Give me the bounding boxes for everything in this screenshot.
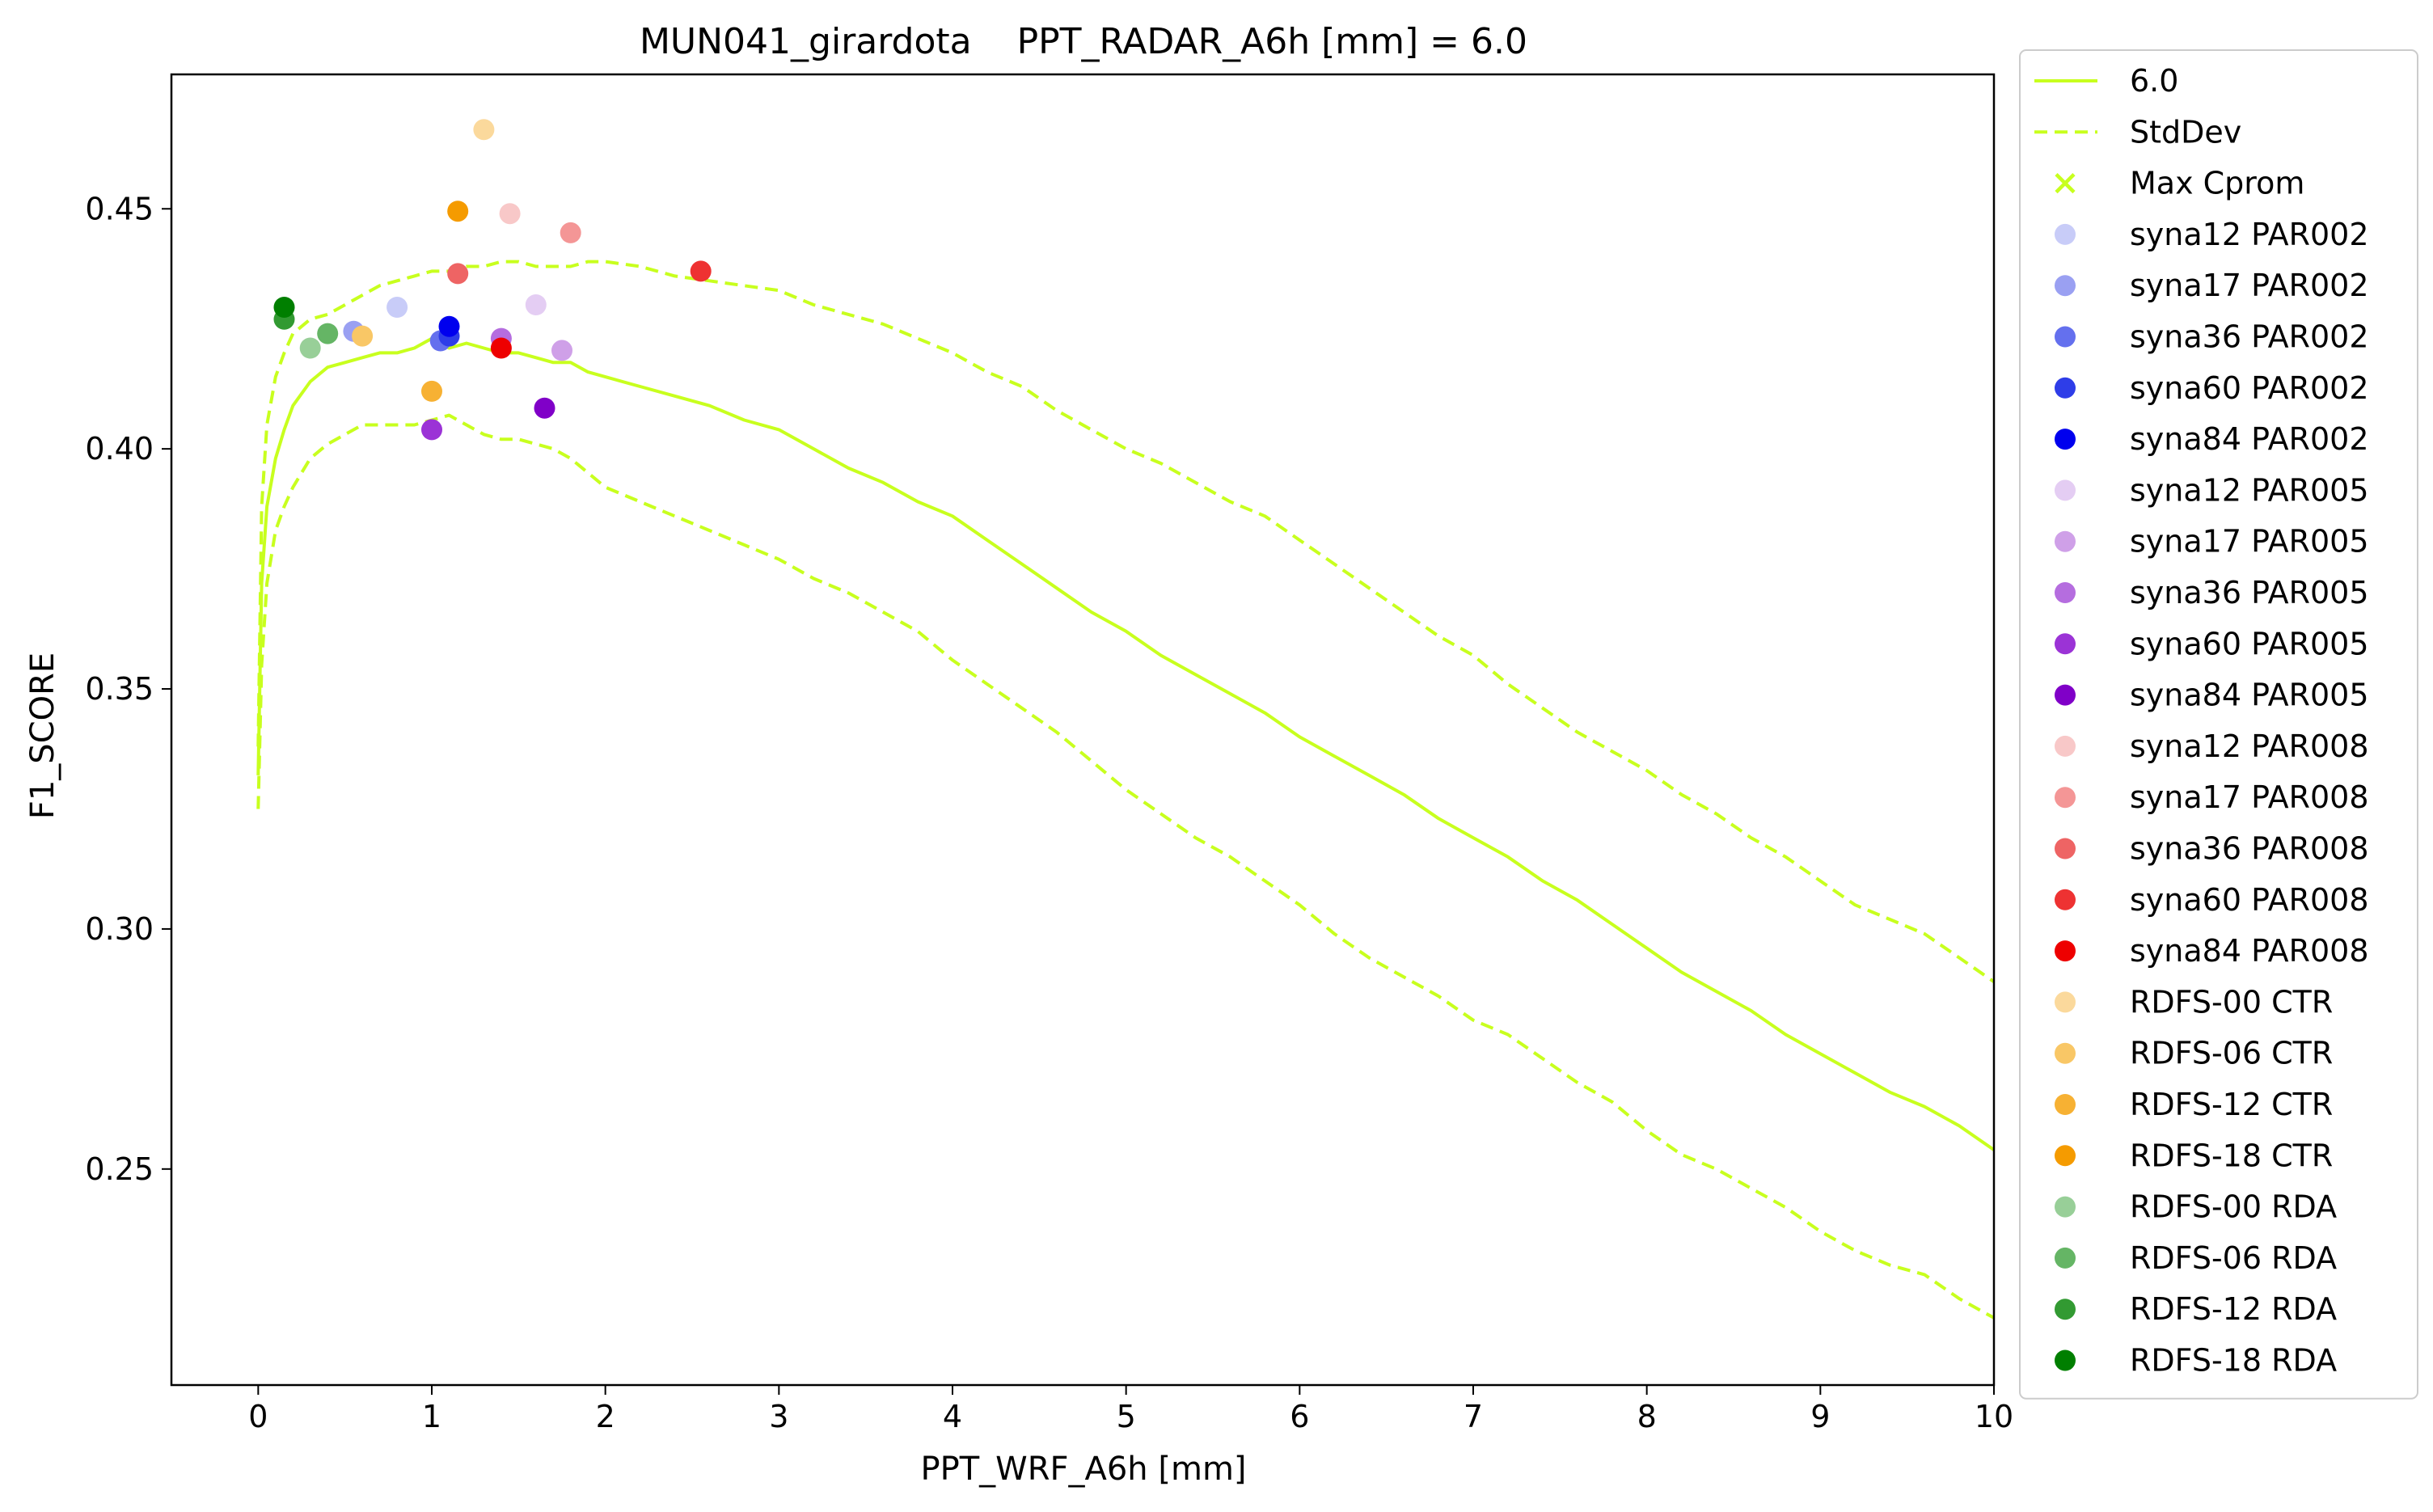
legend-entry-19-marker	[2055, 991, 2076, 1013]
legend-entry-12-marker	[2055, 633, 2076, 655]
legend-entry-15-label: syna17 PAR008	[2130, 779, 2369, 815]
scatter-point-16	[473, 119, 495, 141]
chart-title: MUN041_girardota PPT_RADAR_A6h [mm] = 6.…	[640, 21, 1527, 62]
legend-entry-23-label: RDFS-00 RDA	[2130, 1189, 2337, 1225]
legend-entry-20-marker	[2055, 1042, 2076, 1064]
legend-entry-17-label: syna60 PAR008	[2130, 882, 2369, 918]
scatter-point-11	[499, 203, 521, 225]
legend-entry-7-label: syna60 PAR002	[2130, 370, 2369, 406]
scatter-point-10	[534, 397, 555, 419]
x-tick-label: 6	[1290, 1399, 1309, 1434]
scatter-point-6	[525, 294, 547, 315]
scatter-point-13	[447, 263, 469, 285]
legend-entry-25-marker	[2055, 1299, 2076, 1320]
legend-entry-4-label: syna12 PAR002	[2130, 217, 2369, 252]
x-tick-label: 4	[943, 1399, 962, 1434]
y-tick-label: 0.40	[85, 431, 154, 467]
legend-entry-2-label: StdDev	[2130, 114, 2241, 150]
y-tick-label: 0.25	[85, 1151, 154, 1187]
scatter-point-14	[690, 260, 712, 282]
scatter-point-15	[490, 337, 512, 359]
x-tick-label: 8	[1637, 1399, 1657, 1434]
legend-entry-11-marker	[2055, 582, 2076, 603]
series-line-3	[256, 413, 1995, 1320]
series-line-1	[256, 336, 1996, 1151]
legend-entry-3-marker	[2055, 173, 2076, 194]
legend-entry-5-label: syna17 PAR002	[2130, 268, 2369, 303]
legend-entry-17-marker	[2055, 889, 2076, 910]
series-line-2	[256, 260, 1996, 983]
legend-entry-23-marker	[2055, 1196, 2076, 1218]
legend-entry-15-marker	[2055, 787, 2076, 809]
plot-area: 0 1 2 3 4 5 6 7 8 9 10 0.25 0.30 0.35 0.40 0.45	[85, 73, 2013, 1434]
x-tick-label: 9	[1810, 1399, 1830, 1434]
legend-entry-19-label: RDFS-00 CTR	[2130, 984, 2333, 1020]
legend-entry-12-label: syna60 PAR005	[2130, 626, 2369, 661]
legend-entry-22-marker	[2055, 1145, 2076, 1167]
x-tick-label: 1	[422, 1399, 441, 1434]
y-tick-label: 0.45	[85, 191, 154, 226]
x-tick-label: 2	[596, 1399, 615, 1434]
legend-entry-18-label: syna84 PAR008	[2130, 933, 2369, 969]
scatter-point-19	[447, 201, 469, 222]
legend-entry-5-marker	[2055, 275, 2076, 297]
legend-entry-10-marker	[2055, 530, 2076, 552]
y-axis-label: F1_SCORE	[24, 653, 61, 819]
legend-entry-22-label: RDFS-18 CTR	[2130, 1138, 2333, 1173]
legend-entry-21-marker	[2055, 1094, 2076, 1115]
scatter-point-18	[421, 380, 442, 402]
legend-entry-1-label: 6.0	[2130, 63, 2178, 99]
scatter-point-20	[299, 337, 321, 359]
scatter-point-21	[317, 323, 339, 344]
legend-entry-26-marker	[2055, 1349, 2076, 1371]
scatter-point-12	[560, 222, 581, 243]
legend-entry-16-marker	[2055, 838, 2076, 859]
scatter-point-9	[421, 419, 442, 441]
legend-entry-9-marker	[2055, 479, 2076, 501]
x-tick-label: 0	[248, 1399, 268, 1434]
scatter-point-23	[273, 297, 295, 318]
legend-entry-20-label: RDFS-06 CTR	[2130, 1036, 2333, 1071]
legend-entry-8-label: syna84 PAR002	[2130, 421, 2369, 457]
legend-entry-9-label: syna12 PAR005	[2130, 472, 2369, 508]
legend-entry-16-label: syna36 PAR008	[2130, 831, 2369, 867]
legend-entry-13-label: syna84 PAR005	[2130, 678, 2369, 713]
legend-entry-13-marker	[2055, 684, 2076, 706]
scatter-point-1	[386, 297, 408, 318]
legend-entry-14-label: syna12 PAR008	[2130, 729, 2369, 764]
legend-entry-11-label: syna36 PAR005	[2130, 575, 2369, 610]
legend-entry-3-label: Max Cprom	[2130, 166, 2304, 201]
legend-entry-4-marker	[2055, 223, 2076, 245]
plot-frame	[170, 73, 1996, 1387]
legend-entry-8-marker	[2055, 429, 2076, 450]
legend-entry-26-label: RDFS-18 RDA	[2130, 1343, 2337, 1379]
legend-entry-6-marker	[2055, 326, 2076, 348]
x-axis-label: PPT_WRF_A6h [mm]	[920, 1451, 1246, 1488]
y-tick-label: 0.30	[85, 911, 154, 947]
legend-box	[2019, 49, 2418, 1400]
legend-entry-14-marker	[2055, 735, 2076, 757]
legend-entry-7-marker	[2055, 377, 2076, 399]
x-tick-label: 5	[1117, 1399, 1136, 1434]
scatter-point-5	[438, 315, 460, 337]
legend-entry-24-marker	[2055, 1247, 2076, 1269]
legend-entry-24-label: RDFS-06 RDA	[2130, 1240, 2337, 1276]
legend-entry-6-label: syna36 PAR002	[2130, 319, 2369, 355]
x-tick-label: 3	[769, 1399, 788, 1434]
legend: 6.0 StdDev Max Cprom syna12 PAR002 syna17 PA…	[2019, 49, 2418, 1400]
x-tick-label: 7	[1464, 1399, 1483, 1434]
legend-entry-10-label: syna17 PAR005	[2130, 524, 2369, 560]
legend-entry-21-label: RDFS-12 CTR	[2130, 1087, 2333, 1122]
scatter-point-7	[551, 340, 572, 361]
legend-entry-18-marker	[2055, 940, 2076, 962]
scatter-point-17	[352, 325, 374, 347]
x-marker-stroke	[2055, 173, 2076, 194]
legend-entry-25-label: RDFS-12 RDA	[2130, 1291, 2337, 1327]
y-tick-label: 0.35	[85, 671, 154, 707]
x-tick-label: 10	[1975, 1399, 2013, 1434]
